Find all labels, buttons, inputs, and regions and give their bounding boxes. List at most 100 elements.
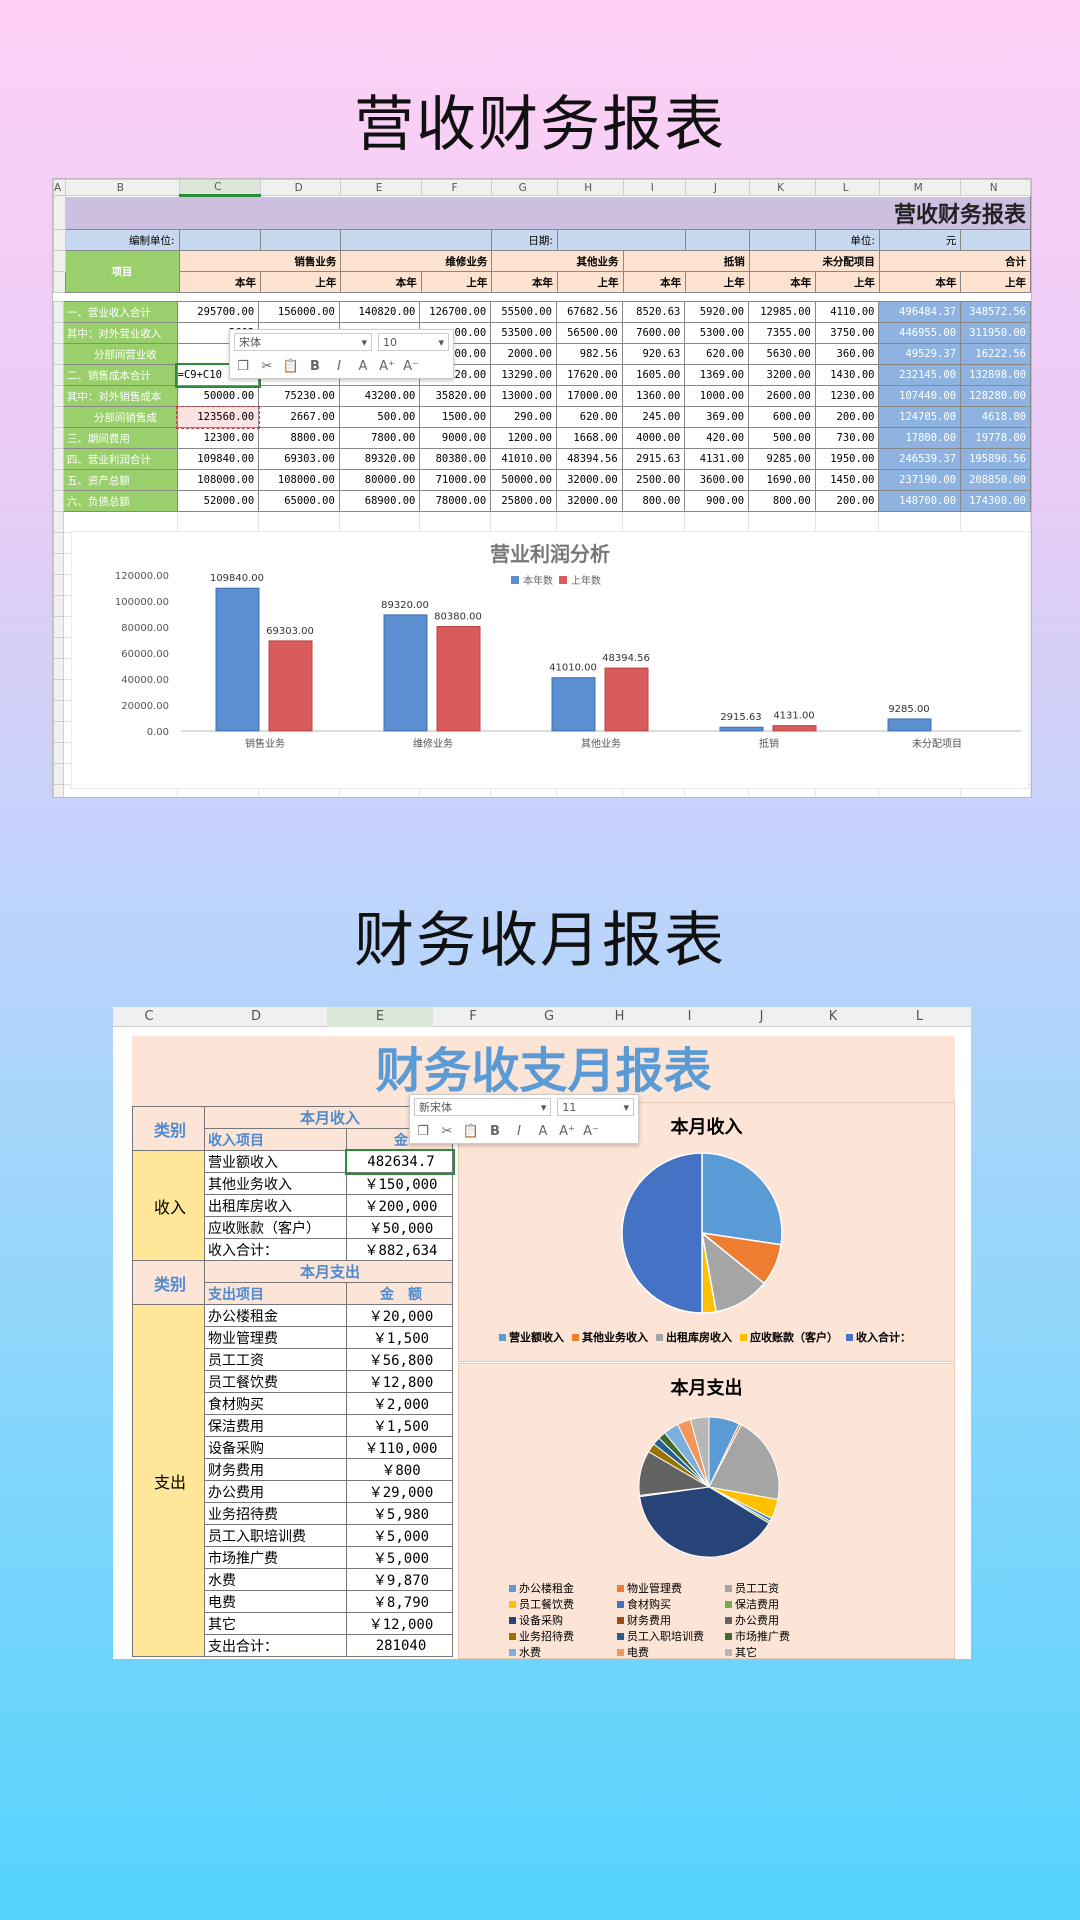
cell[interactable]: [555, 511, 623, 533]
value-cell[interactable]: 730.00: [814, 427, 880, 449]
table-row[interactable]: 业务招待费 ￥5,980: [133, 1502, 453, 1525]
row-number[interactable]: [53, 532, 64, 554]
cut-icon[interactable]: ✂: [441, 1123, 453, 1139]
total-cell[interactable]: 16222.56: [960, 343, 1031, 365]
total-cell[interactable]: 446955.00: [878, 322, 962, 344]
cell[interactable]: [814, 511, 880, 533]
value-cell[interactable]: 500.00: [338, 406, 421, 428]
table-row[interactable]: 其中：对外销售成本 50000.00 75230.00 43200.00 35820.0…: [53, 385, 1031, 407]
cell[interactable]: [685, 229, 750, 251]
value-cell[interactable]: 52000.00: [176, 490, 260, 512]
col-header[interactable]: E: [327, 1007, 433, 1027]
value-cell[interactable]: 5300.00: [684, 322, 750, 344]
value-cell[interactable]: 620.00: [555, 406, 623, 428]
value-cell[interactable]: 7600.00: [621, 322, 686, 344]
row-number[interactable]: [53, 742, 64, 764]
col-header[interactable]: A: [53, 179, 67, 196]
row-number[interactable]: [53, 322, 64, 344]
value-cell[interactable]: 65000.00: [258, 490, 340, 512]
table-row[interactable]: 保洁费用 ￥1,500: [133, 1414, 453, 1437]
cell[interactable]: [684, 511, 750, 533]
value-cell[interactable]: 5920.00: [684, 301, 750, 323]
col-header[interactable]: F: [420, 179, 493, 196]
cell[interactable]: [748, 229, 817, 251]
value-cell[interactable]: 123560.00: [176, 405, 260, 429]
row-number[interactable]: [53, 250, 67, 272]
amount-cell[interactable]: ￥8,790: [346, 1590, 453, 1613]
cell[interactable]: [338, 511, 421, 533]
value-cell[interactable]: 35820.00: [419, 385, 492, 407]
value-cell[interactable]: 2600.00: [748, 385, 816, 407]
row-number[interactable]: [53, 229, 67, 251]
cell[interactable]: [62, 511, 178, 533]
total-cell[interactable]: 311950.00: [960, 322, 1031, 344]
value-cell[interactable]: 53500.00: [490, 322, 557, 344]
amount-cell[interactable]: 482634.7: [344, 1148, 455, 1175]
table-row[interactable]: 其中：对外营业收入260200.0053500.0056500.007600.0…: [53, 322, 1031, 344]
font-size-select[interactable]: 10 ▾: [377, 333, 449, 351]
value-cell[interactable]: 3600.00: [684, 469, 750, 491]
table-row[interactable]: 六、负债总额 52000.00 65000.00 68900.00 78000.00 25…: [53, 490, 1031, 512]
value-cell[interactable]: 32000.00: [555, 490, 623, 512]
table-row[interactable]: 应收账款（客户） ￥50,000: [133, 1216, 453, 1239]
col-header[interactable]: D: [259, 179, 342, 196]
table-row[interactable]: 分部间销售成 123560.00 2667.00 500.00 1500.00 290.0…: [53, 405, 1031, 429]
value-cell[interactable]: 295700.00: [176, 301, 260, 323]
value-cell[interactable]: 12300.00: [176, 427, 260, 449]
col-header[interactable]: H: [556, 179, 624, 196]
italic-icon[interactable]: I: [517, 1123, 521, 1139]
total-cell[interactable]: 246539.37: [878, 448, 962, 470]
value-cell[interactable]: 156000.00: [258, 301, 340, 323]
cell[interactable]: [748, 511, 816, 533]
row-number[interactable]: [53, 490, 64, 512]
value-cell[interactable]: 4131.00: [684, 448, 750, 470]
amount-cell[interactable]: ￥9,870: [346, 1568, 453, 1591]
value-cell[interactable]: 80380.00: [419, 448, 492, 470]
table-row[interactable]: 收入 营业额收入 482634.7: [132, 1148, 455, 1261]
amount-cell[interactable]: ￥56,800: [346, 1348, 453, 1371]
unit-value[interactable]: 元: [878, 229, 962, 251]
col-header[interactable]: J: [685, 179, 750, 196]
total-cell[interactable]: 348572.56: [960, 301, 1031, 323]
table-row[interactable]: 支出合计： 281040: [133, 1634, 453, 1657]
total-cell[interactable]: 107440.00: [878, 385, 962, 407]
value-cell[interactable]: 41010.00: [490, 448, 557, 470]
value-cell[interactable]: 200.00: [814, 490, 880, 512]
cell[interactable]: [960, 229, 1031, 251]
cell[interactable]: [556, 229, 687, 251]
row-number[interactable]: [53, 679, 64, 701]
col-header[interactable]: I: [622, 179, 687, 196]
total-cell[interactable]: 148700.00: [878, 490, 962, 512]
cell[interactable]: [621, 511, 686, 533]
mini-toolbar[interactable]: 新宋体 ▾ 11 ▾ ❐ ✂ 📋 B I A A⁺ A⁻: [409, 1094, 639, 1144]
value-cell[interactable]: 800.00: [621, 490, 686, 512]
row-number[interactable]: [53, 553, 64, 575]
font-color-icon[interactable]: A: [538, 1123, 548, 1139]
total-cell[interactable]: 195896.56: [960, 448, 1031, 470]
value-cell[interactable]: 48394.56: [555, 448, 623, 470]
cell[interactable]: [259, 229, 342, 251]
value-cell[interactable]: 245.00: [621, 406, 686, 428]
value-cell[interactable]: 50000.00: [490, 469, 557, 491]
table-row[interactable]: 水费 ￥9,870: [133, 1568, 453, 1591]
col-header[interactable]: M: [878, 179, 962, 196]
table-row[interactable]: 员工餐饮费 ￥12,800: [133, 1370, 453, 1393]
row-number[interactable]: [53, 763, 64, 785]
value-cell[interactable]: 108000.00: [176, 469, 260, 491]
expense-pie-chart[interactable]: [634, 1412, 784, 1562]
value-cell[interactable]: 140820.00: [338, 301, 421, 323]
value-cell[interactable]: 67682.56: [555, 301, 623, 323]
col-header[interactable]: H: [614, 1009, 625, 1024]
total-cell[interactable]: 17800.00: [878, 427, 962, 449]
col-header[interactable]: L: [815, 179, 880, 196]
amount-cell[interactable]: ￥800: [346, 1458, 453, 1481]
row-number[interactable]: [53, 784, 64, 797]
value-cell[interactable]: 3200.00: [748, 364, 816, 386]
row-number[interactable]: [53, 595, 64, 617]
table-row[interactable]: 支出 办公楼租金 ￥20,000: [132, 1304, 453, 1657]
row-number[interactable]: [53, 343, 64, 365]
total-cell[interactable]: 496484.37: [878, 301, 962, 323]
row-number[interactable]: [53, 637, 64, 659]
